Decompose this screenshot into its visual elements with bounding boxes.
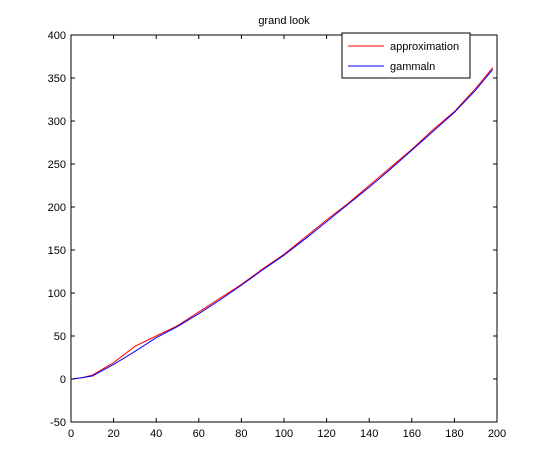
y-tick-label: 0	[60, 374, 66, 386]
x-tick-label: 160	[403, 428, 421, 440]
y-tick-label: 300	[48, 116, 66, 128]
x-tick-label: 20	[107, 428, 119, 440]
x-tick-label: 140	[360, 428, 378, 440]
y-axis: -50 0 50 100 150 200 250 300 350 400	[48, 30, 497, 429]
legend-box	[341, 32, 471, 79]
x-tick-label: 180	[445, 428, 463, 440]
chart-title: grand look	[258, 15, 310, 27]
legend-label-gammaln: gammaln	[390, 61, 435, 73]
x-tick-label: 120	[317, 428, 335, 440]
y-tick-label: 400	[48, 30, 66, 42]
series-layer	[73, 67, 494, 380]
x-tick-label: 200	[488, 428, 506, 440]
y-tick-label: 350	[48, 73, 66, 85]
x-tick-label: 60	[193, 428, 205, 440]
y-tick-label: 50	[54, 331, 66, 343]
x-tick-label: 0	[68, 428, 74, 440]
plot-frame	[70, 34, 498, 423]
x-tick-label: 80	[235, 428, 247, 440]
legend: approximation gammaln	[341, 32, 471, 79]
series-line-gammaln	[73, 69, 494, 380]
y-tick-label: 100	[48, 288, 66, 300]
x-tick-label: 100	[275, 428, 293, 440]
x-tick-label: 40	[150, 428, 162, 440]
y-tick-label: 150	[48, 245, 66, 257]
y-tick-label: 250	[48, 159, 66, 171]
series-line-approximation	[73, 67, 494, 380]
y-tick-label: 200	[48, 202, 66, 214]
y-tick-label: -50	[50, 417, 66, 429]
legend-label-approximation: approximation	[390, 41, 459, 53]
x-axis: 0 20 40 60 80 100 120 140 160 180 200	[68, 35, 506, 440]
